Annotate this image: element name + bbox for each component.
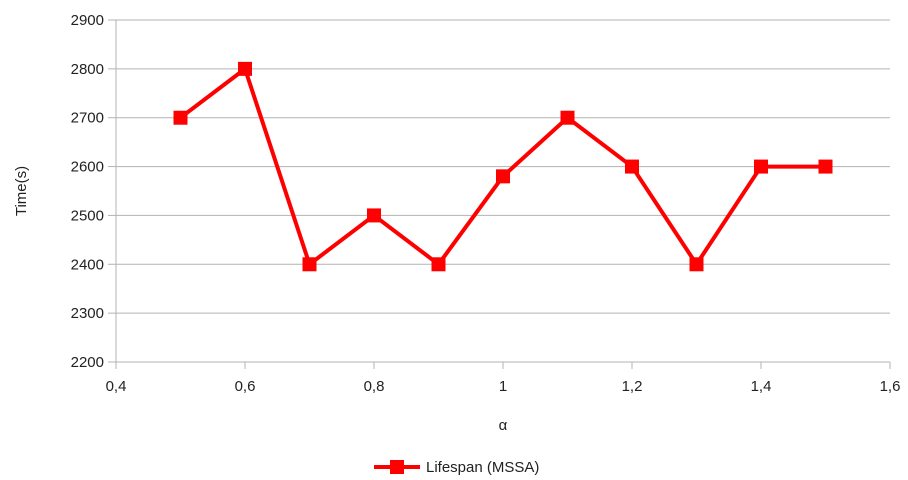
data-point: [754, 159, 768, 174]
y-axis-title: Time(s): [13, 166, 30, 216]
y-tick-label: 2300: [71, 305, 104, 322]
x-tick-label: 1,4: [751, 378, 772, 395]
data-point: [238, 61, 252, 76]
y-tick-label: 2400: [71, 256, 104, 273]
legend-entry-label: Lifespan (MSSA): [426, 459, 539, 476]
data-point: [689, 257, 704, 272]
y-tick-label: 2500: [71, 207, 104, 224]
y-tick-label: 2700: [71, 110, 104, 127]
x-tick-label: 1,2: [622, 378, 643, 395]
x-tick-label: 1: [499, 378, 507, 395]
y-tick-label: 2900: [71, 12, 104, 29]
x-axis-title: α: [499, 417, 508, 434]
data-point: [173, 110, 188, 125]
data-point: [625, 159, 639, 174]
x-tick-label: 1,6: [880, 378, 901, 395]
data-point: [431, 257, 446, 272]
grid-lines: [116, 19, 890, 363]
legend: Lifespan (MSSA): [374, 459, 539, 476]
x-tick-label: 0,6: [235, 378, 256, 395]
data-point: [496, 169, 510, 184]
x-tick-label: 0,4: [106, 378, 127, 395]
axes: [108, 19, 891, 369]
data-point: [367, 208, 381, 223]
y-tick-label: 2600: [71, 159, 104, 176]
y-tick-label: 2800: [71, 61, 104, 78]
data-point: [818, 159, 833, 174]
data-point: [302, 257, 317, 272]
data-point: [560, 110, 575, 125]
x-tick-label: 0,8: [364, 378, 385, 395]
legend-marker-sample: [390, 460, 404, 474]
tick-labels: 2200 2300 2400 2500 2600 2700 2800 2900 0,4 0,6 0,…: [71, 12, 901, 395]
y-tick-label: 2200: [71, 354, 104, 371]
series-layer: [173, 61, 833, 272]
